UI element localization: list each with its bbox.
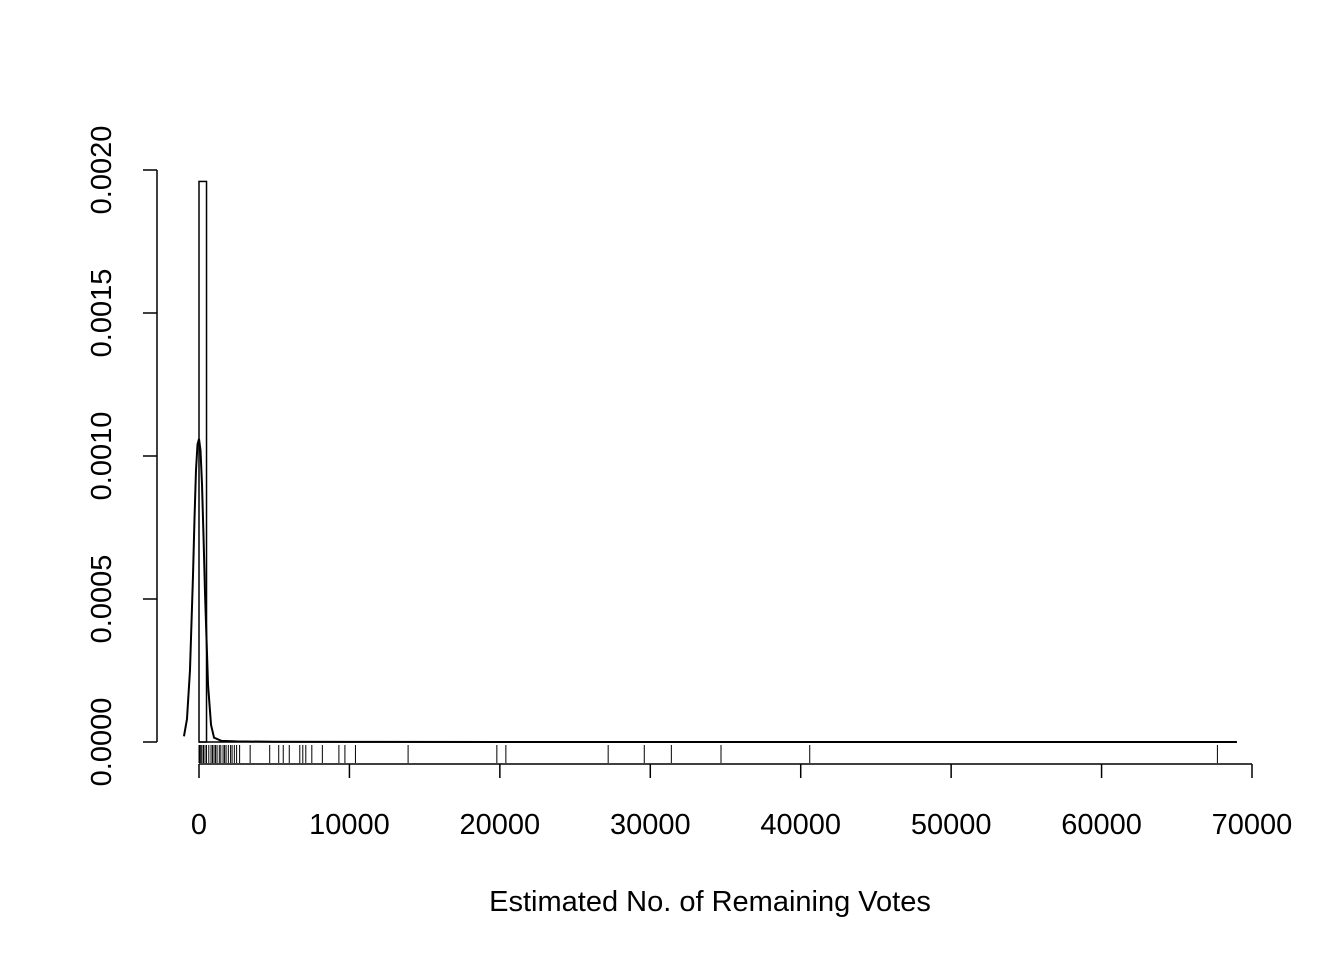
x-axis-title: Estimated No. of Remaining Votes	[489, 886, 931, 918]
y-axis: 0.0000 0.0005 0.0010 0.0015 0.0020	[86, 126, 158, 787]
y-tick-label: 0.0015	[86, 269, 118, 358]
x-tick-label: 70000	[1212, 809, 1293, 841]
x-tick-label: 0	[191, 809, 207, 841]
y-tick-label: 0.0005	[86, 555, 118, 644]
x-tick-label: 50000	[911, 809, 992, 841]
x-tick-label: 30000	[610, 809, 691, 841]
x-axis: 0 10000 20000 30000 40000 50000 60000 70000	[191, 763, 1293, 841]
histogram-bars	[198, 180, 1236, 743]
x-tick-label: 40000	[760, 809, 841, 841]
density-curve	[182, 438, 1237, 743]
x-tick-label: 20000	[460, 809, 541, 841]
x-tick-label: 60000	[1061, 809, 1142, 841]
x-tick-label: 10000	[309, 809, 390, 841]
y-tick-label: 0.0020	[86, 126, 118, 215]
rug-marks	[198, 745, 1218, 763]
y-tick-label: 0.0010	[86, 412, 118, 501]
y-tick-label: 0.0000	[86, 698, 118, 787]
